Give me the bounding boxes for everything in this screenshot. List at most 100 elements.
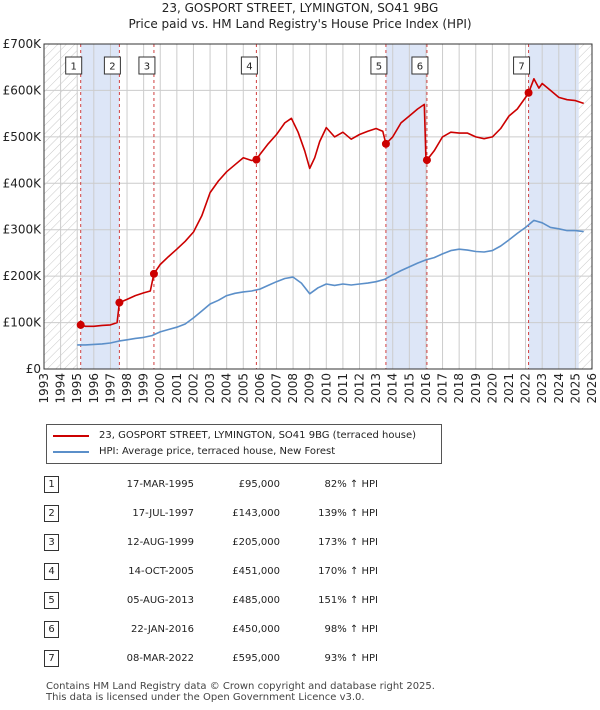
x-tick-label: 2022 [519,373,533,404]
x-tick-label: 1998 [120,373,134,404]
x-tick-label: 2008 [286,373,300,404]
x-tick-label: 2002 [186,373,200,404]
transaction-hpi-cell: 82% ↑ HPI [280,470,378,499]
sale-point [381,139,390,148]
transaction-row: 6 22-JAN-2016 £450,000 98% ↑ HPI [44,615,378,644]
x-tick-label: 2015 [402,373,416,404]
transaction-number: 6 [44,621,59,638]
y-tick-label: £700K [3,37,43,51]
transaction-hpi: 151% ↑ HPI [318,595,378,606]
x-tick-label: 2004 [220,373,234,404]
transaction-number: 3 [44,534,59,551]
x-tick-label: 2011 [336,373,350,404]
transaction-date-cell: 12-AUG-1999 [90,528,194,557]
sale-marker-number: 6 [417,62,423,73]
x-tick-label: 2013 [369,373,383,404]
sale-marker-number: 4 [246,62,252,73]
transaction-hpi: 170% ↑ HPI [318,566,378,577]
transaction-number: 4 [44,563,59,580]
transaction-row: 3 12-AUG-1999 £205,000 173% ↑ HPI [44,528,378,557]
y-tick-label: £400K [3,176,43,190]
sale-marker-box [370,56,388,75]
legend-swatch-price [53,435,89,437]
sale-marker-number: 3 [144,62,150,73]
transaction-hpi: 82% ↑ HPI [324,479,378,490]
footer-attribution: Contains HM Land Registry data © Crown c… [46,681,435,703]
transaction-price-cell: £143,000 [194,499,280,528]
y-tick-label: £0 [26,362,41,376]
x-tick-label: 2019 [469,373,483,404]
transaction-number-cell: 5 [44,586,90,615]
ownership-shade [385,44,427,369]
x-tick-label: 2016 [419,373,433,404]
y-tick-label: £100K [3,316,43,330]
sale-point [422,156,431,165]
legend-swatch-hpi [53,451,89,453]
transaction-hpi: 139% ↑ HPI [318,508,378,519]
sale-marker-box [240,56,258,75]
transaction-hpi-cell: 173% ↑ HPI [280,528,378,557]
transaction-date: 05-AUG-2013 [126,595,194,606]
sale-marker-number: 2 [109,62,115,73]
x-tick-label: 1996 [87,373,101,404]
x-tick-label: 2007 [269,373,283,404]
sale-marker-box [65,56,83,75]
transaction-price-cell: £205,000 [194,528,280,557]
x-tick-label: 2017 [436,373,450,404]
price-chart: 1 2 3 4 5 6 7 £0 £100K £200K £300K £400K £500K £600K £… [3,37,599,404]
transaction-date: 14-OCT-2005 [128,566,194,577]
chart-title-address: 23, GOSPORT STREET, LYMINGTON, SO41 9BG [161,1,439,15]
sale-marker-box [138,56,156,75]
sale-point [149,269,158,278]
sale-marker-box [513,56,531,75]
sale-marker-number: 5 [376,62,382,73]
transaction-number-cell: 7 [44,644,90,673]
x-tick-label: 1994 [54,373,68,404]
transaction-date: 12-AUG-1999 [126,537,194,548]
x-tick-label: 2014 [386,373,400,404]
transaction-price-cell: £450,000 [194,615,280,644]
ownership-shade [80,44,120,369]
sale-marker-number: 1 [71,62,77,73]
transaction-hpi-cell: 170% ↑ HPI [280,557,378,586]
transaction-number: 5 [44,592,59,609]
transaction-price-cell: £95,000 [194,470,280,499]
x-tick-label: 2010 [319,373,333,404]
transaction-hpi: 173% ↑ HPI [318,537,378,548]
sale-point [252,155,261,164]
chart-legend: 23, GOSPORT STREET, LYMINGTON, SO41 9BG … [46,424,442,464]
transaction-row: 7 08-MAR-2022 £595,000 93% ↑ HPI [44,644,378,673]
y-tick-label: £200K [3,269,43,283]
transaction-date-cell: 22-JAN-2016 [90,615,194,644]
transactions-table: 1 17-MAR-1995 £95,000 82% ↑ HPI 2 17-JUL-1997… [44,470,378,673]
transaction-hpi-cell: 139% ↑ HPI [280,499,378,528]
transaction-hpi: 98% ↑ HPI [324,624,378,635]
x-tick-label: 1999 [137,373,151,404]
x-tick-label: 2018 [452,373,466,404]
sale-point [76,320,85,329]
transaction-hpi-cell: 151% ↑ HPI [280,586,378,615]
transaction-row: 2 17-JUL-1997 £143,000 139% ↑ HPI [44,499,378,528]
footer-licence: This data is licensed under the Open Gov… [46,692,365,703]
transaction-row: 4 14-OCT-2005 £451,000 170% ↑ HPI [44,557,378,586]
sale-marker-box [411,56,429,75]
transaction-price-cell: £595,000 [194,644,280,673]
x-tick-label: 2020 [485,373,499,404]
x-tick-label: 2000 [153,373,167,404]
transaction-date: 17-MAR-1995 [126,479,194,490]
transaction-price-cell: £451,000 [194,557,280,586]
hpi-series-line [77,219,584,346]
transaction-price: £485,000 [232,595,280,606]
transaction-price: £205,000 [232,537,280,548]
sale-point [115,298,124,307]
transaction-number: 1 [44,476,59,493]
transaction-number-cell: 1 [44,470,90,499]
transaction-price: £95,000 [238,479,280,490]
x-tick-label: 2003 [203,373,217,404]
transaction-date-cell: 17-MAR-1995 [90,470,194,499]
legend-label-hpi: HPI: Average price, terraced house, New … [99,446,336,457]
x-tick-label: 1993 [37,373,51,404]
x-tick-label: 2021 [502,373,516,404]
sale-marker-number: 7 [518,62,524,73]
transaction-number-cell: 6 [44,615,90,644]
